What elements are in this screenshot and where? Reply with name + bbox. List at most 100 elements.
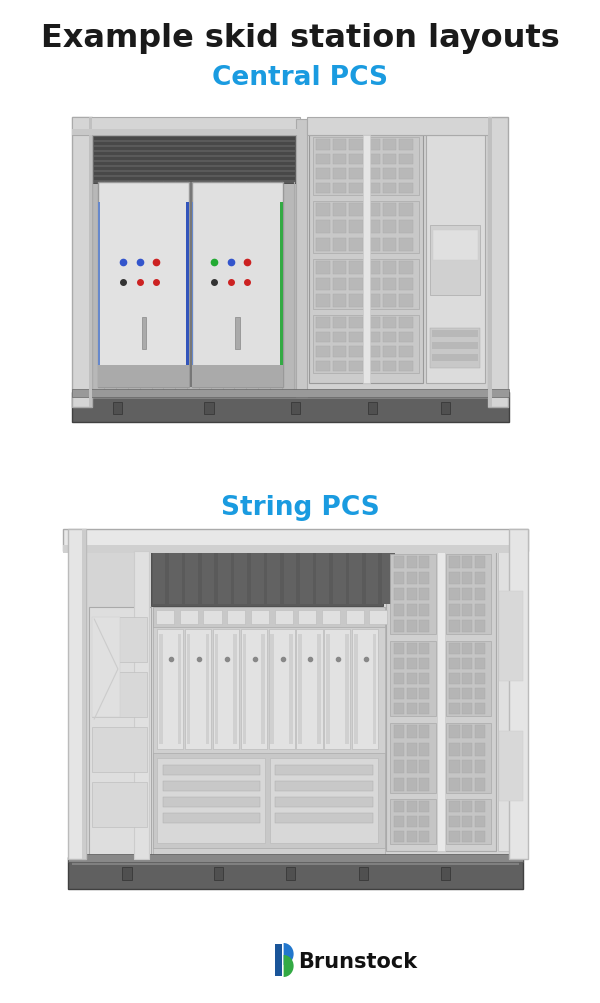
FancyBboxPatch shape bbox=[333, 204, 346, 217]
FancyBboxPatch shape bbox=[94, 162, 295, 165]
FancyBboxPatch shape bbox=[317, 634, 321, 744]
FancyBboxPatch shape bbox=[354, 634, 358, 744]
FancyBboxPatch shape bbox=[446, 641, 491, 716]
FancyBboxPatch shape bbox=[366, 279, 380, 291]
FancyBboxPatch shape bbox=[307, 118, 490, 135]
FancyBboxPatch shape bbox=[449, 621, 460, 632]
FancyBboxPatch shape bbox=[449, 816, 460, 827]
FancyBboxPatch shape bbox=[399, 239, 413, 252]
FancyBboxPatch shape bbox=[286, 868, 295, 880]
FancyBboxPatch shape bbox=[316, 554, 329, 605]
FancyBboxPatch shape bbox=[449, 673, 460, 685]
FancyBboxPatch shape bbox=[333, 169, 346, 180]
FancyBboxPatch shape bbox=[98, 366, 189, 387]
FancyBboxPatch shape bbox=[407, 557, 417, 569]
FancyBboxPatch shape bbox=[333, 154, 346, 165]
FancyBboxPatch shape bbox=[446, 799, 491, 845]
FancyBboxPatch shape bbox=[430, 226, 480, 296]
FancyBboxPatch shape bbox=[316, 262, 330, 274]
FancyBboxPatch shape bbox=[94, 147, 295, 150]
FancyBboxPatch shape bbox=[325, 629, 350, 749]
FancyBboxPatch shape bbox=[475, 621, 485, 632]
FancyBboxPatch shape bbox=[316, 361, 330, 372]
FancyBboxPatch shape bbox=[298, 611, 316, 625]
FancyBboxPatch shape bbox=[394, 816, 404, 827]
FancyBboxPatch shape bbox=[475, 777, 485, 790]
FancyBboxPatch shape bbox=[349, 295, 363, 308]
FancyBboxPatch shape bbox=[475, 605, 485, 617]
FancyBboxPatch shape bbox=[251, 611, 269, 625]
FancyBboxPatch shape bbox=[407, 688, 417, 699]
FancyBboxPatch shape bbox=[218, 554, 231, 605]
FancyBboxPatch shape bbox=[275, 765, 373, 775]
FancyBboxPatch shape bbox=[349, 221, 363, 234]
FancyBboxPatch shape bbox=[366, 169, 380, 180]
FancyBboxPatch shape bbox=[233, 634, 237, 744]
FancyBboxPatch shape bbox=[82, 530, 86, 860]
FancyBboxPatch shape bbox=[163, 813, 260, 823]
FancyBboxPatch shape bbox=[333, 295, 346, 308]
FancyBboxPatch shape bbox=[349, 279, 363, 291]
FancyBboxPatch shape bbox=[475, 743, 485, 756]
FancyBboxPatch shape bbox=[475, 725, 485, 738]
FancyBboxPatch shape bbox=[462, 688, 472, 699]
FancyBboxPatch shape bbox=[271, 634, 274, 744]
FancyBboxPatch shape bbox=[77, 392, 505, 399]
FancyBboxPatch shape bbox=[289, 634, 293, 744]
FancyBboxPatch shape bbox=[394, 621, 404, 632]
FancyBboxPatch shape bbox=[475, 816, 485, 827]
FancyBboxPatch shape bbox=[399, 318, 413, 329]
FancyBboxPatch shape bbox=[190, 183, 191, 387]
FancyBboxPatch shape bbox=[333, 318, 346, 329]
FancyBboxPatch shape bbox=[349, 239, 363, 252]
FancyBboxPatch shape bbox=[383, 204, 396, 217]
FancyBboxPatch shape bbox=[316, 169, 330, 180]
FancyBboxPatch shape bbox=[399, 169, 413, 180]
FancyBboxPatch shape bbox=[407, 743, 417, 756]
FancyBboxPatch shape bbox=[419, 743, 430, 756]
FancyBboxPatch shape bbox=[475, 573, 485, 585]
FancyBboxPatch shape bbox=[407, 760, 417, 773]
FancyBboxPatch shape bbox=[316, 184, 330, 195]
FancyBboxPatch shape bbox=[394, 605, 404, 617]
FancyBboxPatch shape bbox=[462, 816, 472, 827]
FancyBboxPatch shape bbox=[363, 135, 370, 383]
FancyBboxPatch shape bbox=[499, 731, 523, 801]
FancyBboxPatch shape bbox=[202, 554, 214, 605]
Text: Brunstock: Brunstock bbox=[298, 951, 418, 971]
FancyBboxPatch shape bbox=[462, 605, 472, 617]
FancyBboxPatch shape bbox=[346, 611, 364, 625]
Text: String PCS: String PCS bbox=[221, 494, 379, 521]
FancyBboxPatch shape bbox=[399, 184, 413, 195]
FancyBboxPatch shape bbox=[419, 621, 430, 632]
FancyBboxPatch shape bbox=[333, 262, 346, 274]
FancyBboxPatch shape bbox=[366, 262, 380, 274]
FancyBboxPatch shape bbox=[333, 347, 346, 357]
FancyBboxPatch shape bbox=[298, 634, 302, 744]
FancyBboxPatch shape bbox=[89, 608, 151, 856]
FancyBboxPatch shape bbox=[462, 673, 472, 685]
FancyBboxPatch shape bbox=[159, 634, 163, 744]
FancyBboxPatch shape bbox=[333, 279, 346, 291]
FancyBboxPatch shape bbox=[366, 347, 380, 357]
FancyBboxPatch shape bbox=[383, 221, 396, 234]
FancyBboxPatch shape bbox=[94, 168, 295, 171]
FancyBboxPatch shape bbox=[262, 634, 265, 744]
FancyBboxPatch shape bbox=[296, 120, 307, 397]
FancyBboxPatch shape bbox=[333, 184, 346, 195]
FancyBboxPatch shape bbox=[122, 868, 131, 880]
FancyBboxPatch shape bbox=[437, 552, 445, 852]
FancyBboxPatch shape bbox=[449, 703, 460, 714]
FancyBboxPatch shape bbox=[185, 554, 198, 605]
FancyBboxPatch shape bbox=[275, 611, 293, 625]
FancyBboxPatch shape bbox=[169, 554, 182, 605]
FancyBboxPatch shape bbox=[394, 725, 404, 738]
FancyBboxPatch shape bbox=[462, 760, 472, 773]
FancyBboxPatch shape bbox=[382, 554, 395, 605]
FancyBboxPatch shape bbox=[394, 573, 404, 585]
FancyBboxPatch shape bbox=[399, 154, 413, 165]
FancyBboxPatch shape bbox=[333, 139, 346, 150]
FancyBboxPatch shape bbox=[449, 801, 460, 812]
FancyBboxPatch shape bbox=[349, 347, 363, 357]
FancyBboxPatch shape bbox=[407, 573, 417, 585]
